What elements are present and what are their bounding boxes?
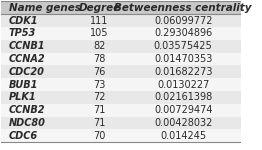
Text: CCNB2: CCNB2 bbox=[9, 105, 45, 115]
Text: 0.00428032: 0.00428032 bbox=[154, 118, 212, 128]
Text: BUB1: BUB1 bbox=[9, 80, 38, 90]
Text: 76: 76 bbox=[93, 67, 106, 77]
FancyBboxPatch shape bbox=[1, 27, 241, 40]
FancyBboxPatch shape bbox=[1, 91, 241, 104]
Text: CDC20: CDC20 bbox=[9, 67, 45, 77]
Text: CCNA2: CCNA2 bbox=[9, 54, 45, 64]
Text: 0.014245: 0.014245 bbox=[160, 131, 206, 141]
Text: 0.0130227: 0.0130227 bbox=[157, 80, 209, 90]
Text: CCNB1: CCNB1 bbox=[9, 41, 45, 51]
Text: 0.01682273: 0.01682273 bbox=[154, 67, 212, 77]
Text: 105: 105 bbox=[90, 28, 109, 38]
Text: 71: 71 bbox=[93, 105, 106, 115]
Text: Betweenness centrality: Betweenness centrality bbox=[114, 3, 252, 13]
Text: 82: 82 bbox=[93, 41, 106, 51]
Text: 78: 78 bbox=[93, 54, 106, 64]
Text: PLK1: PLK1 bbox=[9, 92, 36, 102]
Text: 73: 73 bbox=[93, 80, 106, 90]
Text: 0.00729474: 0.00729474 bbox=[154, 105, 212, 115]
Text: 0.02161398: 0.02161398 bbox=[154, 92, 212, 102]
Text: 0.29304896: 0.29304896 bbox=[154, 28, 212, 38]
FancyBboxPatch shape bbox=[1, 129, 241, 142]
Text: 70: 70 bbox=[93, 131, 106, 141]
Text: 71: 71 bbox=[93, 118, 106, 128]
Text: 111: 111 bbox=[90, 16, 109, 26]
FancyBboxPatch shape bbox=[1, 14, 241, 27]
Text: 0.06099772: 0.06099772 bbox=[154, 16, 212, 26]
Text: Degree: Degree bbox=[78, 3, 121, 13]
Text: 0.01470353: 0.01470353 bbox=[154, 54, 212, 64]
FancyBboxPatch shape bbox=[1, 104, 241, 117]
Text: CDK1: CDK1 bbox=[9, 16, 38, 26]
FancyBboxPatch shape bbox=[1, 117, 241, 129]
FancyBboxPatch shape bbox=[1, 78, 241, 91]
Text: Name genes: Name genes bbox=[9, 3, 80, 13]
FancyBboxPatch shape bbox=[1, 1, 241, 14]
Text: 0.03575425: 0.03575425 bbox=[154, 41, 212, 51]
Text: CDC6: CDC6 bbox=[9, 131, 38, 141]
Text: NDC80: NDC80 bbox=[9, 118, 45, 128]
FancyBboxPatch shape bbox=[1, 65, 241, 78]
FancyBboxPatch shape bbox=[1, 40, 241, 53]
Text: TP53: TP53 bbox=[9, 28, 36, 38]
FancyBboxPatch shape bbox=[1, 53, 241, 65]
Text: 72: 72 bbox=[93, 92, 106, 102]
